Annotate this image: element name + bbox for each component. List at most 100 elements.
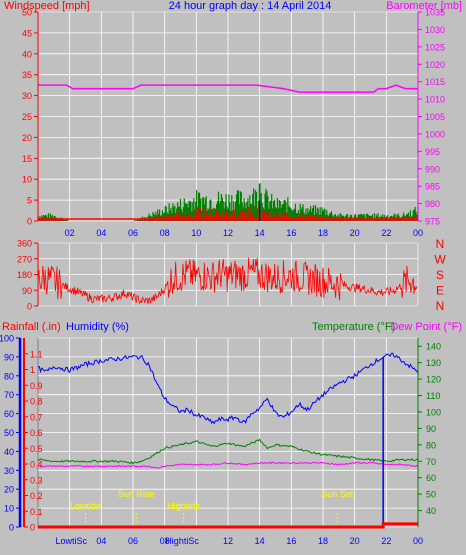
temperature-tick-label: 120	[426, 375, 441, 385]
temperature-tick-label: 110	[426, 391, 440, 401]
rainfall-tick-label: 0.6	[30, 428, 43, 438]
rainfall-tick-label: 1.1	[30, 349, 43, 359]
bottom-tide-label: LowtiSc	[55, 536, 87, 546]
windspeed-tick-label: 0	[27, 217, 32, 227]
temperature-tick-label: 40	[426, 506, 436, 516]
time-axis-ticks: 02 04 06 08 10 12 14 16 18 20 22 00	[65, 228, 423, 238]
compass-letter: W	[434, 253, 446, 267]
temperature-label: Temperature (°F)	[312, 321, 395, 333]
time-tick-label: 10	[191, 228, 201, 238]
rainfall-tick-label: 0.1	[30, 507, 43, 517]
windspeed-tick-label: 45	[22, 28, 32, 38]
humidity-tick-label: 90	[4, 352, 14, 362]
time-tick-label: 20	[350, 228, 360, 238]
time-tick-label: 02	[65, 228, 75, 238]
bottom-time-tick-label: 18	[318, 536, 328, 546]
temperature-tick-label: 100	[426, 407, 441, 417]
compass-letter: S	[436, 268, 444, 282]
windspeed-tick-label: 30	[22, 91, 32, 101]
barometer-tick-label: 980	[425, 199, 440, 209]
windspeed-tick-label: 10	[22, 175, 32, 185]
humidity-tick-label: 30	[4, 466, 14, 476]
barometer-tick-label: 990	[425, 164, 440, 174]
bottom-time-tick-label: 00	[413, 536, 423, 546]
humidity-tick-label: 40	[4, 447, 14, 457]
humidity-line	[37, 352, 419, 425]
time-tick-label: 12	[223, 228, 233, 238]
bottom-time-tick-label: 14	[255, 536, 265, 546]
temperature-tick-label: 80	[426, 440, 436, 450]
humidity-tick-label: 50	[4, 428, 14, 438]
direction-tick-label: 90	[22, 286, 32, 296]
rainfall-tick-label: 0.4	[30, 460, 43, 470]
windspeed-tick-label: 15	[22, 154, 32, 164]
rainfall-tick-label: 0.9	[30, 381, 43, 391]
time-tick-label: 08	[160, 228, 170, 238]
humidity-grid	[37, 337, 419, 528]
compass-letter: E	[436, 284, 444, 298]
windspeed-tick-label: 40	[22, 49, 32, 59]
barometer-tick-label: 985	[425, 182, 440, 192]
windspeed-label: Windspeed [mph]	[4, 0, 90, 12]
bottom-time-tick-label: 16	[286, 536, 296, 546]
bottom-time-tick-label: 22	[381, 536, 391, 546]
temperature-tick-label: 70	[426, 457, 436, 467]
annotation-label: Hightide	[167, 501, 200, 511]
annotation-label: Sun Rise	[118, 489, 155, 499]
barometer-tick-label: 1010	[425, 95, 445, 105]
rainfall-axis-ticks: 0 0.1 0.2 0.3 0.4 0.5 0.6 0.7 0.8 0.9 1 1.1	[23, 338, 43, 533]
temperature-line	[37, 438, 419, 465]
direction-line	[37, 257, 418, 305]
barometer-tick-label: 1025	[425, 42, 445, 52]
humidity-tick-label: 80	[4, 371, 14, 381]
bottom-time-tick-label: 06	[128, 536, 138, 546]
barometer-tick-label: 1005	[425, 112, 445, 122]
bottom-time-tick-label: 08	[160, 536, 170, 546]
temperature-tick-label: 60	[426, 473, 436, 483]
barometer-tick-label: 975	[425, 217, 440, 227]
humidity-tick-label: 60	[4, 409, 14, 419]
temperature-tick-label: 50	[426, 490, 436, 500]
panel-humidity-temp: Lowtide Sun Rise Hightide Sun Set 0 0.1 0.2 0.…	[0, 334, 441, 547]
rainfall-tick-label: 0	[30, 523, 35, 533]
bottom-tide-label: HightiSc	[165, 536, 199, 546]
windspeed-tick-label: 20	[22, 133, 32, 143]
direction-axis-ticks: 0 90 180 270 360	[17, 239, 39, 312]
humidity-label: Humidity (%)	[66, 321, 129, 333]
direction-tick-label: 180	[17, 270, 32, 280]
rainfall-tick-label: 0.5	[30, 444, 43, 454]
wind-direction-trace	[37, 257, 418, 305]
dewpoint-line	[37, 461, 419, 469]
direction-tick-label: 270	[17, 254, 32, 264]
wind-grid	[37, 11, 419, 222]
time-tick-label: 14	[255, 228, 265, 238]
time-tick-label: 18	[318, 228, 328, 238]
temperature-tick-label: 140	[426, 342, 441, 352]
compass-letter: N	[436, 299, 445, 313]
barometer-tick-label: 1015	[425, 77, 445, 87]
windspeed-tick-label: 50	[22, 8, 32, 18]
compass-letter: N	[436, 237, 445, 251]
direction-tick-label: 360	[17, 239, 32, 249]
rainfall-tick-label: 1	[30, 365, 35, 375]
humidity-tick-label: 70	[4, 390, 14, 400]
barometer-axis-ticks: 975 980 985 990 995 1000 1005 1010 1015 1020 1025 1…	[417, 8, 445, 227]
bottom-time-tick-label: 12	[223, 536, 233, 546]
humidity-axis-ticks: 0 10 20 30 40 50 60 70 80 90 100	[0, 334, 22, 533]
windspeed-axis-ticks: 0 5 10 15 20 25 30 35 40 45 50	[22, 8, 39, 227]
humidity-tick-label: 0	[9, 523, 14, 533]
annotation-label: Sun Set	[321, 489, 354, 499]
time-tick-label: 04	[96, 228, 106, 238]
direction-tick-label: 0	[27, 302, 32, 312]
rainfall-tick-label: 0.7	[30, 412, 43, 422]
barometer-tick-label: 1020	[425, 60, 445, 70]
bottom-time-tick-label: 04	[96, 536, 106, 546]
windspeed-bars	[37, 183, 419, 221]
annotation-label: Lowtide	[70, 501, 101, 511]
temperature-tick-label: 130	[426, 358, 441, 368]
rainfall-tick-label: 0.2	[30, 491, 43, 501]
temperature-tick-label: 90	[426, 424, 436, 434]
rainfall-tick-label: 0.3	[30, 475, 43, 485]
